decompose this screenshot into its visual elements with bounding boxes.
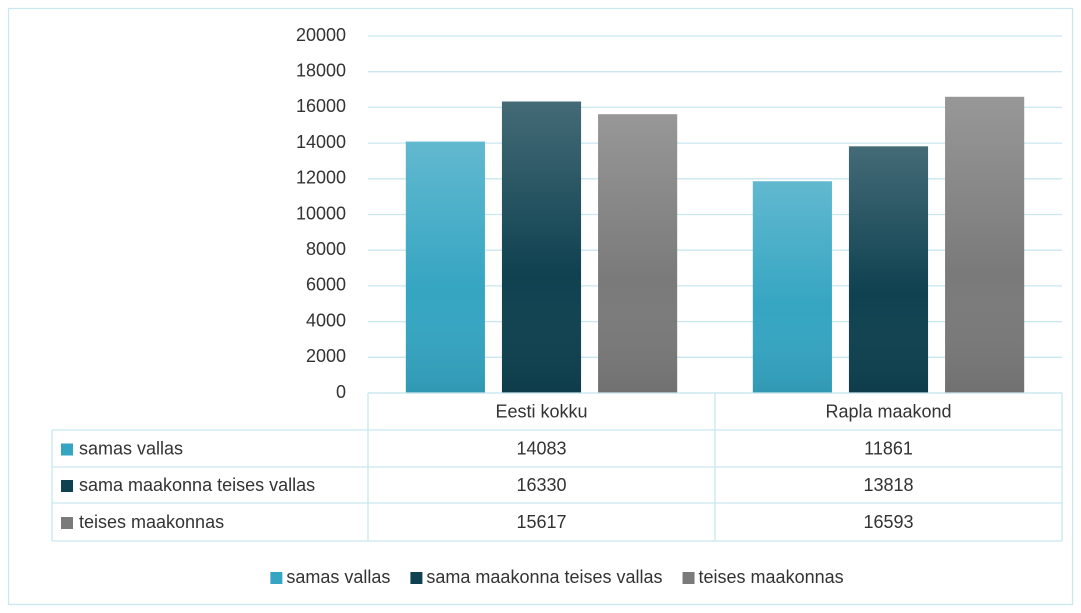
- table-value: 16330: [516, 475, 566, 495]
- legend-key: [682, 572, 695, 584]
- y-tick-label: 20000: [296, 25, 346, 45]
- bar-shine: [945, 96, 1025, 394]
- table-legend-key: [61, 443, 73, 456]
- legend-label: sama maakonna teises vallas: [426, 567, 662, 587]
- bar-shine: [405, 141, 485, 393]
- table-value: 13818: [863, 475, 913, 495]
- table-value: 14083: [516, 438, 566, 458]
- y-tick-label: 12000: [296, 168, 346, 188]
- y-tick-label: 4000: [306, 310, 346, 330]
- y-tick-label: 16000: [296, 96, 346, 116]
- y-tick-label: 2000: [306, 346, 346, 366]
- legend-key: [410, 572, 423, 584]
- y-tick-label: 18000: [296, 60, 346, 80]
- y-tick-label: 0: [336, 382, 346, 402]
- x-tick-label: Eesti kokku: [495, 401, 587, 421]
- table-row-label: teises maakonnas: [79, 512, 224, 532]
- legend-key: [270, 572, 283, 584]
- bar-shine: [848, 146, 929, 393]
- table-value: 16593: [863, 512, 913, 532]
- table-value: 11861: [864, 438, 913, 458]
- y-tick-label: 6000: [306, 275, 346, 295]
- y-tick-label: 14000: [296, 132, 346, 152]
- table-value: 15617: [516, 512, 566, 532]
- table-legend-key: [61, 480, 73, 492]
- bar-shine: [752, 181, 832, 393]
- table-legend-key: [61, 517, 73, 529]
- bar-shine: [501, 101, 582, 394]
- bar-shine: [598, 114, 678, 394]
- x-tick-label: Rapla maakond: [825, 401, 951, 421]
- table-row-label: samas vallas: [79, 438, 183, 458]
- legend-label: teises maakonnas: [699, 567, 844, 587]
- table-row-label: sama maakonna teises vallas: [79, 475, 315, 495]
- chart-border: [7, 7, 1074, 606]
- legend-label: samas vallas: [286, 567, 390, 587]
- y-tick-label: 10000: [296, 203, 346, 223]
- y-tick-label: 8000: [306, 239, 346, 259]
